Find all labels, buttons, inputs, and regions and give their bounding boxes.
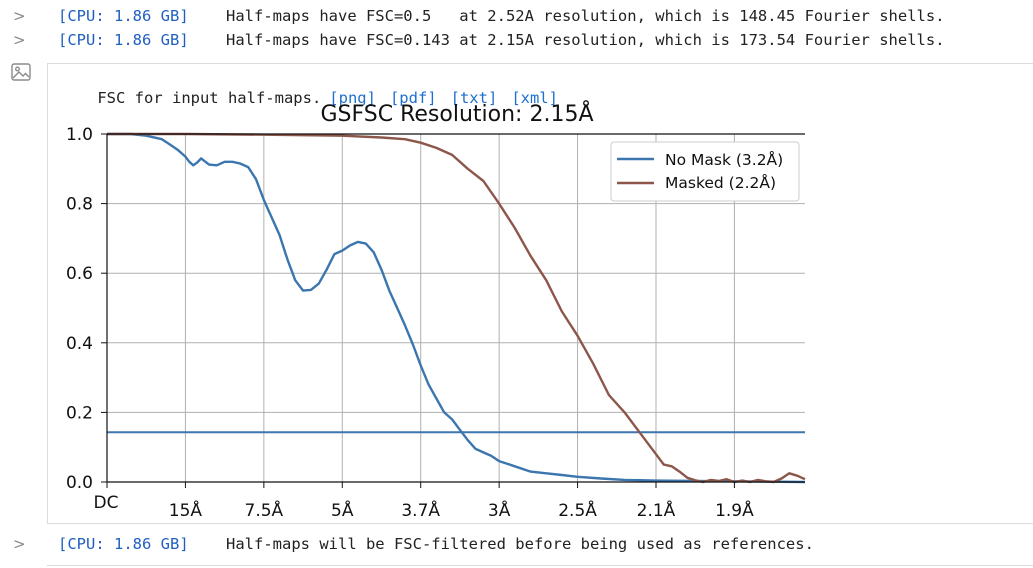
x-tick-label: 1.9Å <box>715 499 754 521</box>
cpu-usage-label: [CPU: 1.86 GB] <box>58 31 189 49</box>
figure-caption: FSC for input half-maps. [png] [pdf] [txt] [… <box>60 71 572 125</box>
series-group <box>107 132 806 484</box>
y-tick-label: 0.4 <box>66 334 93 354</box>
y-axis-ticks: 0.0 0.2 0.4 0.6 0.8 1.0 <box>66 125 107 493</box>
fsc-chart: GSFSC Resolution: 2.15Å DC 15Å 7.5Å 5Å 3.7Å 3… <box>66 100 806 521</box>
next-panel-edge <box>47 565 1033 568</box>
legend-box <box>610 141 800 202</box>
x-tick-label: 7.5Å <box>245 499 284 521</box>
x-tick-label: 2.5Å <box>558 499 597 521</box>
png-link[interactable]: [png] <box>329 89 376 107</box>
xml-link[interactable]: [xml] <box>511 89 558 107</box>
chart-grid <box>107 134 805 482</box>
log-message: Half-maps have FSC=0.5 at 2.52A resoluti… <box>226 7 945 25</box>
cpu-usage-label: [CPU: 1.86 GB] <box>58 7 189 25</box>
y-tick-label: 1.0 <box>66 125 93 145</box>
x-tick-label: 15Å <box>169 499 203 521</box>
y-tick-label: 0.0 <box>66 473 93 493</box>
axes-frame <box>106 133 805 483</box>
x-tick-label: 5Å <box>331 499 354 521</box>
y-tick-label: 0.6 <box>66 264 93 284</box>
figure-panel: FSC for input half-maps. [png] [pdf] [txt] [… <box>47 63 1033 524</box>
txt-link[interactable]: [txt] <box>450 89 498 107</box>
log-message: Half-maps have FSC=0.143 at 2.15A resolu… <box>226 31 945 49</box>
log-line-2: > [CPU: 1.86 GB] Half-maps have FSC=0.14… <box>0 28 1033 52</box>
log-line-3: > [CPU: 1.86 GB] Half-maps will be FSC-f… <box>0 532 1033 556</box>
legend-label-no-mask: No Mask (3.2Å) <box>665 150 783 169</box>
series-line-no-mask <box>107 132 806 484</box>
figure-caption-text: FSC for input half-maps. <box>97 89 322 107</box>
x-axis-ticks: DC 15Å 7.5Å 5Å 3.7Å 3Å 2.5Å 2.1Å 1.9Å <box>94 482 754 521</box>
x-tick-label: 2.1Å <box>637 499 676 521</box>
legend-label-masked: Masked (2.2Å) <box>665 173 776 192</box>
expand-chevron-icon[interactable]: > <box>13 535 26 553</box>
cpu-usage-label: [CPU: 1.86 GB] <box>58 535 189 553</box>
chart-title: GSFSC Resolution: 2.15Å <box>321 100 594 127</box>
y-tick-label: 0.2 <box>66 403 93 423</box>
expand-chevron-icon[interactable]: > <box>13 31 26 49</box>
pdf-link[interactable]: [pdf] <box>389 89 437 107</box>
x-tick-label: 3Å <box>488 499 511 521</box>
y-tick-label: 0.8 <box>66 195 93 215</box>
x-tick-label: DC <box>94 493 119 513</box>
image-icon[interactable] <box>11 63 31 81</box>
expand-chevron-icon[interactable]: > <box>13 7 26 25</box>
log-line-1: > [CPU: 1.86 GB] Half-maps have FSC=0.5 … <box>0 4 1033 28</box>
x-tick-label: 3.7Å <box>401 499 440 521</box>
series-line-masked <box>107 132 806 484</box>
log-message: Half-maps will be FSC-filtered before be… <box>226 535 814 553</box>
chart-legend: No Mask (3.2Å) Masked (2.2Å) <box>610 141 800 202</box>
